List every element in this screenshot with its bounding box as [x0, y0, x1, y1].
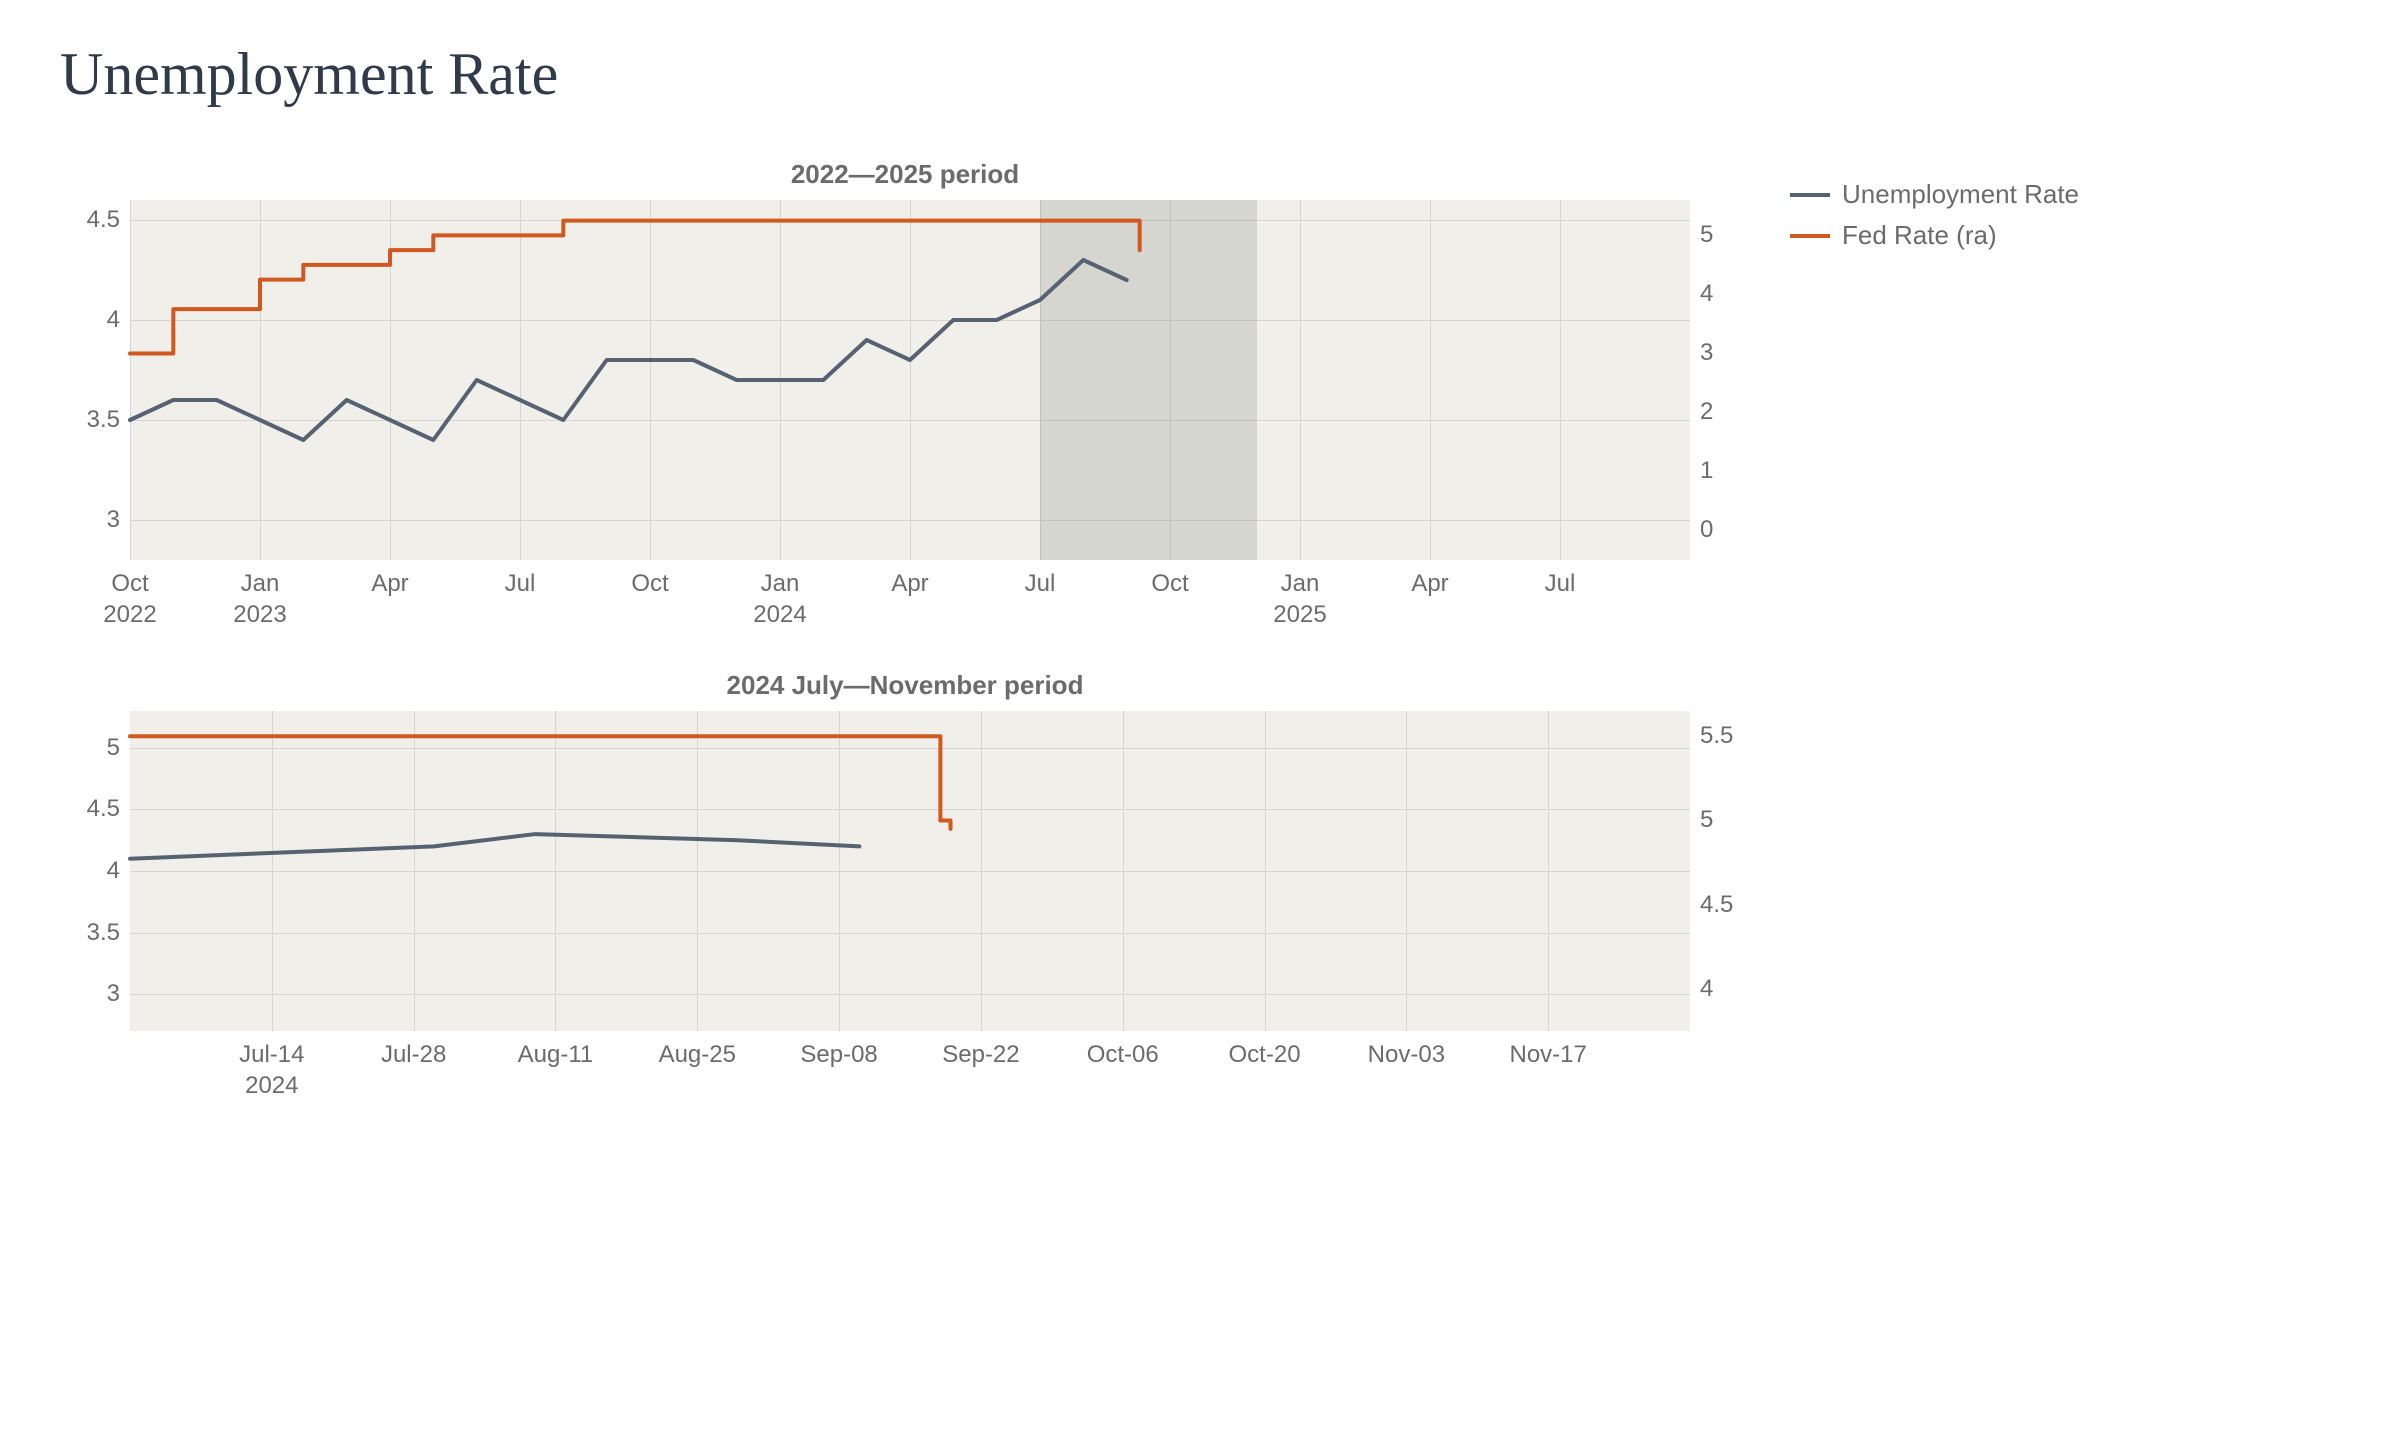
x-tick: Aug-11	[518, 1031, 594, 1070]
y-right-tick: 4	[1690, 280, 1713, 308]
x-tick: Oct	[1151, 560, 1188, 599]
x-tick: Oct-20	[1229, 1031, 1301, 1070]
y-right-tick: 2	[1690, 398, 1713, 426]
chart2-title: 2024 July—November period	[60, 670, 1750, 701]
y-left-tick: 3.5	[87, 406, 130, 434]
chart1-plot: 33.544.5012345Oct2022Jan2023AprJulOctJan…	[130, 200, 1690, 560]
y-left-tick: 3.5	[87, 919, 130, 947]
legend-label-unemp: Unemployment Rate	[1842, 179, 2079, 210]
x-tick: Apr	[371, 560, 408, 599]
y-left-tick: 5	[107, 734, 130, 762]
y-right-tick: 4	[1690, 975, 1713, 1003]
x-tick: Jul-28	[381, 1031, 446, 1070]
chart1-title: 2022—2025 period	[60, 159, 1750, 190]
x-tick: Aug-25	[659, 1031, 736, 1070]
x-tick: Oct2022	[103, 560, 156, 630]
y-right-tick: 4.5	[1690, 891, 1733, 919]
x-tick: Apr	[891, 560, 928, 599]
x-tick: Nov-03	[1368, 1031, 1445, 1070]
x-tick: Jul	[505, 560, 536, 599]
y-right-tick: 5	[1690, 221, 1713, 249]
legend-swatch-fed	[1790, 234, 1830, 238]
chart-row-1: 2022—2025 period 33.544.5012345Oct2022Ja…	[60, 159, 2340, 560]
x-tick: Jan2023	[233, 560, 286, 630]
x-tick: Sep-22	[942, 1031, 1019, 1070]
chart-row-2: 2024 July—November period 33.544.5544.55…	[60, 670, 2340, 1031]
y-right-tick: 5.5	[1690, 722, 1733, 750]
chart2-plot: 33.544.5544.555.5Jul-142024Jul-28Aug-11A…	[130, 711, 1690, 1031]
legend-item-unemp: Unemployment Rate	[1790, 179, 2079, 210]
y-left-tick: 3	[107, 506, 130, 534]
legend-label-fed: Fed Rate (ra)	[1842, 220, 1997, 251]
y-left-tick: 4	[107, 857, 130, 885]
x-tick: Nov-17	[1509, 1031, 1586, 1070]
y-right-tick: 3	[1690, 339, 1713, 367]
y-right-tick: 5	[1690, 806, 1713, 834]
legend-swatch-unemp	[1790, 193, 1830, 197]
chart1-container: 2022—2025 period 33.544.5012345Oct2022Ja…	[60, 159, 1750, 560]
legend: Unemployment Rate Fed Rate (ra)	[1790, 159, 2079, 261]
chart2-container: 2024 July—November period 33.544.5544.55…	[60, 670, 1750, 1031]
x-tick: Oct-06	[1087, 1031, 1159, 1070]
y-right-tick: 1	[1690, 457, 1713, 485]
x-tick: Oct	[631, 560, 668, 599]
x-tick: Jul	[1025, 560, 1056, 599]
x-tick: Jan2025	[1273, 560, 1326, 630]
y-left-tick: 3	[107, 980, 130, 1008]
y-left-tick: 4.5	[87, 795, 130, 823]
page-title: Unemployment Rate	[60, 40, 2340, 109]
x-tick: Jul	[1545, 560, 1576, 599]
y-right-tick: 0	[1690, 516, 1713, 544]
x-tick: Sep-08	[800, 1031, 877, 1070]
x-tick: Jan2024	[753, 560, 806, 630]
x-tick: Jul-142024	[239, 1031, 304, 1101]
y-left-tick: 4	[107, 306, 130, 334]
legend-item-fed: Fed Rate (ra)	[1790, 220, 2079, 251]
x-tick: Apr	[1411, 560, 1448, 599]
y-left-tick: 4.5	[87, 206, 130, 234]
